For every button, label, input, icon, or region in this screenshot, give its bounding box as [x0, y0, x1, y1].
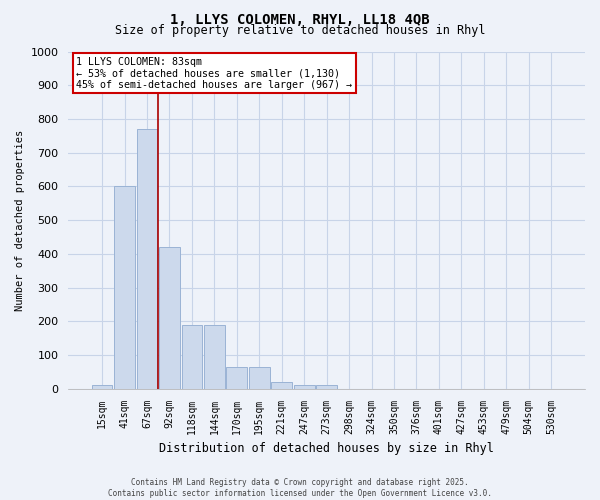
- Bar: [182, 324, 202, 388]
- Bar: [294, 386, 314, 388]
- Bar: [159, 247, 180, 388]
- Bar: [249, 367, 269, 388]
- Text: Size of property relative to detached houses in Rhyl: Size of property relative to detached ho…: [115, 24, 485, 37]
- Text: Contains HM Land Registry data © Crown copyright and database right 2025.
Contai: Contains HM Land Registry data © Crown c…: [108, 478, 492, 498]
- Text: 1, LLYS COLOMEN, RHYL, LL18 4QB: 1, LLYS COLOMEN, RHYL, LL18 4QB: [170, 12, 430, 26]
- Bar: [271, 382, 292, 388]
- Bar: [204, 324, 224, 388]
- Bar: [114, 186, 135, 388]
- Bar: [92, 386, 112, 388]
- X-axis label: Distribution of detached houses by size in Rhyl: Distribution of detached houses by size …: [159, 442, 494, 455]
- Text: 1 LLYS COLOMEN: 83sqm
← 53% of detached houses are smaller (1,130)
45% of semi-d: 1 LLYS COLOMEN: 83sqm ← 53% of detached …: [76, 56, 352, 90]
- Bar: [226, 367, 247, 388]
- Bar: [316, 386, 337, 388]
- Y-axis label: Number of detached properties: Number of detached properties: [15, 130, 25, 310]
- Bar: [137, 129, 157, 388]
